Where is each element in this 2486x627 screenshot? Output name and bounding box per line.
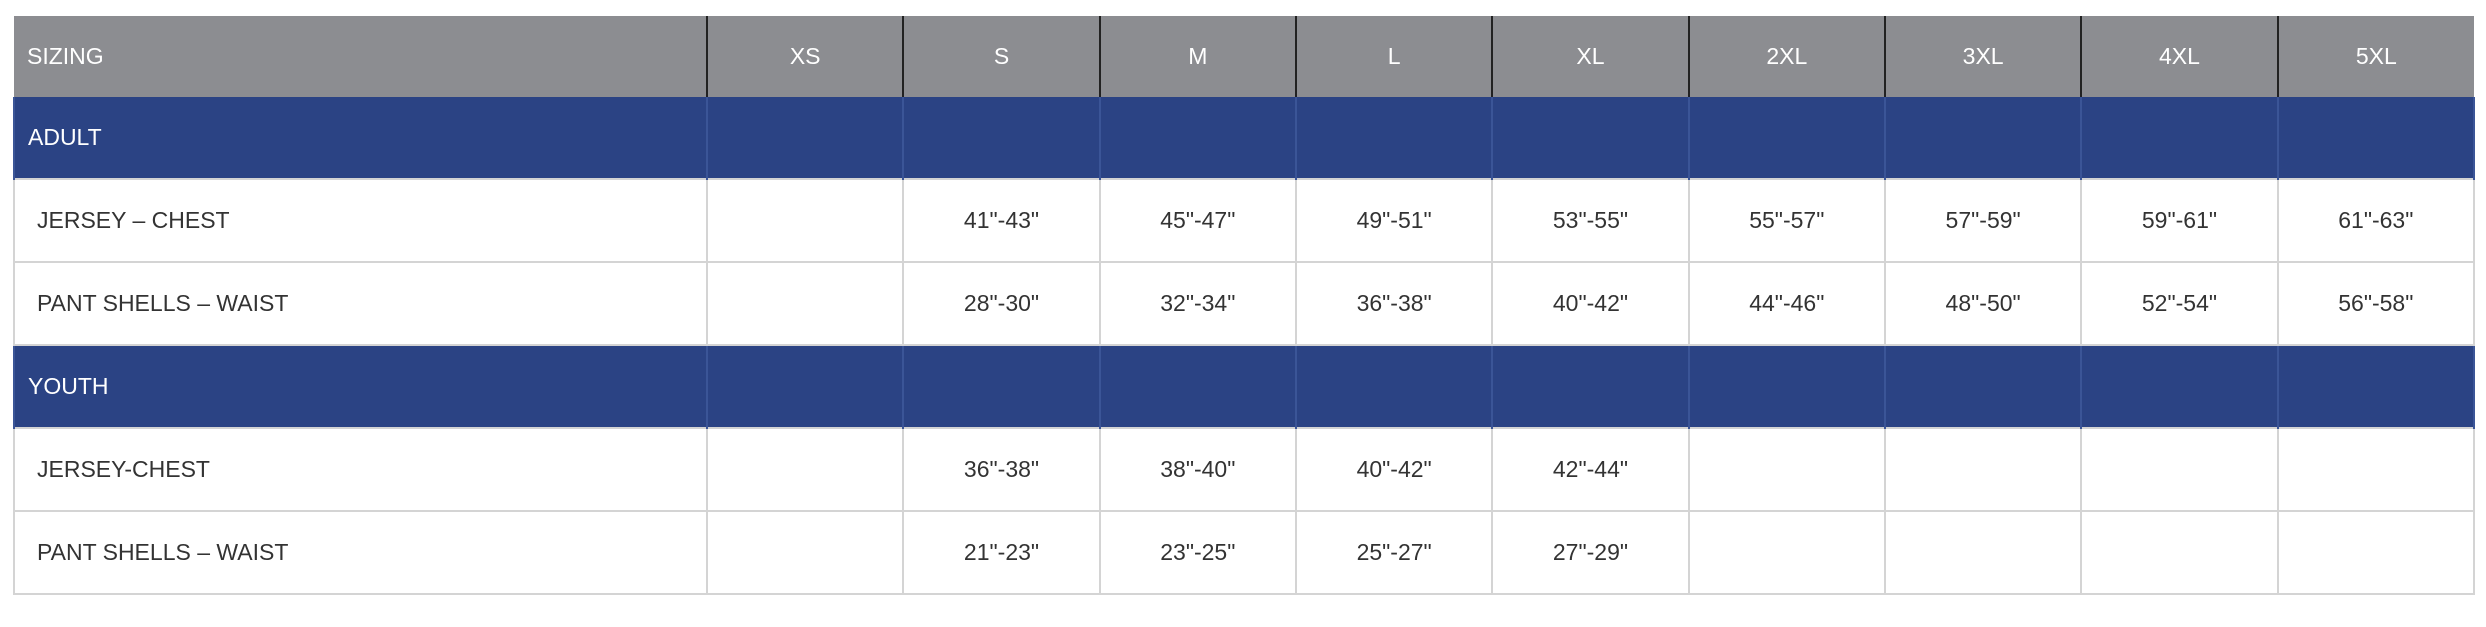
size-header-2xl: 2XL <box>1687 16 1885 97</box>
size-header-xs: XS <box>705 16 904 97</box>
group-cell <box>2080 97 2279 179</box>
table-row: PANT SHELLS – WAIST 28"-30" 32"-34" 36"-38"… <box>13 261 2476 346</box>
size-cell <box>1883 510 2083 595</box>
group-row-youth: YOUTH <box>13 345 2476 428</box>
size-cell <box>1883 427 2083 512</box>
group-cell <box>705 97 905 179</box>
size-cell: 42"-44" <box>1491 427 1690 512</box>
group-cell <box>902 97 1101 179</box>
group-label: YOUTH <box>13 345 708 428</box>
size-cell: 45"-47" <box>1098 178 1297 263</box>
group-cell <box>2080 345 2279 428</box>
size-cell: 25"-27" <box>1294 510 1494 595</box>
sizing-header: SIZING <box>14 16 707 97</box>
size-header-3xl: 3XL <box>1883 16 2082 97</box>
size-cell: 28"-30" <box>902 261 1101 346</box>
group-label: ADULT <box>13 97 708 179</box>
size-cell <box>705 178 905 263</box>
row-label: PANT SHELLS – WAIST <box>13 510 708 595</box>
group-row-adult: ADULT <box>13 97 2476 179</box>
size-cell: 23"-25" <box>1098 510 1297 595</box>
size-header-4xl: 4XL <box>2080 16 2278 97</box>
size-cell: 56"-58" <box>2276 261 2476 346</box>
size-cell: 52"-54" <box>2080 261 2279 346</box>
size-cell <box>2276 427 2476 512</box>
size-cell: 48"-50" <box>1883 261 2083 346</box>
size-cell <box>705 510 905 595</box>
size-cell: 53"-55" <box>1491 178 1690 263</box>
size-cell: 55"-57" <box>1687 178 1886 263</box>
group-cell <box>1294 97 1494 179</box>
size-cell: 36"-38" <box>1294 261 1494 346</box>
size-cell <box>705 261 905 346</box>
size-cell: 59"-61" <box>2080 178 2279 263</box>
group-cell <box>1098 97 1297 179</box>
size-cell: 27"-29" <box>1491 510 1690 595</box>
group-cell <box>902 345 1101 428</box>
size-header-s: S <box>902 16 1100 97</box>
group-cell <box>1491 97 1690 179</box>
group-cell <box>1294 345 1494 428</box>
group-cell <box>1491 345 1690 428</box>
size-cell: 38"-40" <box>1098 427 1297 512</box>
group-cell <box>2276 97 2476 179</box>
row-label: PANT SHELLS – WAIST <box>13 261 708 346</box>
header-row: SIZING XS S M L XL 2XL 3XL 4XL 5XL <box>14 16 2474 97</box>
size-header-l: L <box>1294 16 1493 97</box>
group-cell <box>1687 97 1886 179</box>
size-cell <box>705 427 905 512</box>
size-cell: 40"-42" <box>1491 261 1690 346</box>
table-row: JERSEY – CHEST 41"-43" 45"-47" 49"-51" 53"-5… <box>13 178 2476 263</box>
table-row: JERSEY-CHEST 36"-38" 38"-40" 40"-42" 42"-44" <box>13 427 2476 512</box>
size-cell: 41"-43" <box>902 178 1101 263</box>
size-header-xl: XL <box>1491 16 1689 97</box>
size-cell <box>1687 510 1886 595</box>
size-cell: 57"-59" <box>1883 178 2083 263</box>
size-header-5xl: 5XL <box>2276 16 2474 97</box>
sizing-table: SIZING XS S M L XL 2XL 3XL 4XL 5XL ADULT JERSEY –… <box>13 16 2476 595</box>
size-header-m: M <box>1098 16 1296 97</box>
row-label: JERSEY-CHEST <box>13 427 708 512</box>
size-cell: 36"-38" <box>902 427 1101 512</box>
row-label: JERSEY – CHEST <box>13 178 708 263</box>
size-cell: 61"-63" <box>2276 178 2476 263</box>
size-cell <box>2080 427 2279 512</box>
size-cell <box>2276 510 2476 595</box>
group-cell <box>2276 345 2476 428</box>
size-cell: 32"-34" <box>1098 261 1297 346</box>
group-cell <box>705 345 905 428</box>
group-cell <box>1098 345 1297 428</box>
size-cell: 44"-46" <box>1687 261 1886 346</box>
group-cell <box>1687 345 1886 428</box>
group-cell <box>1883 345 2083 428</box>
size-cell <box>1687 427 1886 512</box>
size-cell: 21"-23" <box>902 510 1101 595</box>
size-cell: 40"-42" <box>1294 427 1494 512</box>
group-cell <box>1883 97 2083 179</box>
size-cell <box>2080 510 2279 595</box>
table-row: PANT SHELLS – WAIST 21"-23" 23"-25" 25"-27"… <box>13 510 2476 595</box>
size-cell: 49"-51" <box>1294 178 1494 263</box>
